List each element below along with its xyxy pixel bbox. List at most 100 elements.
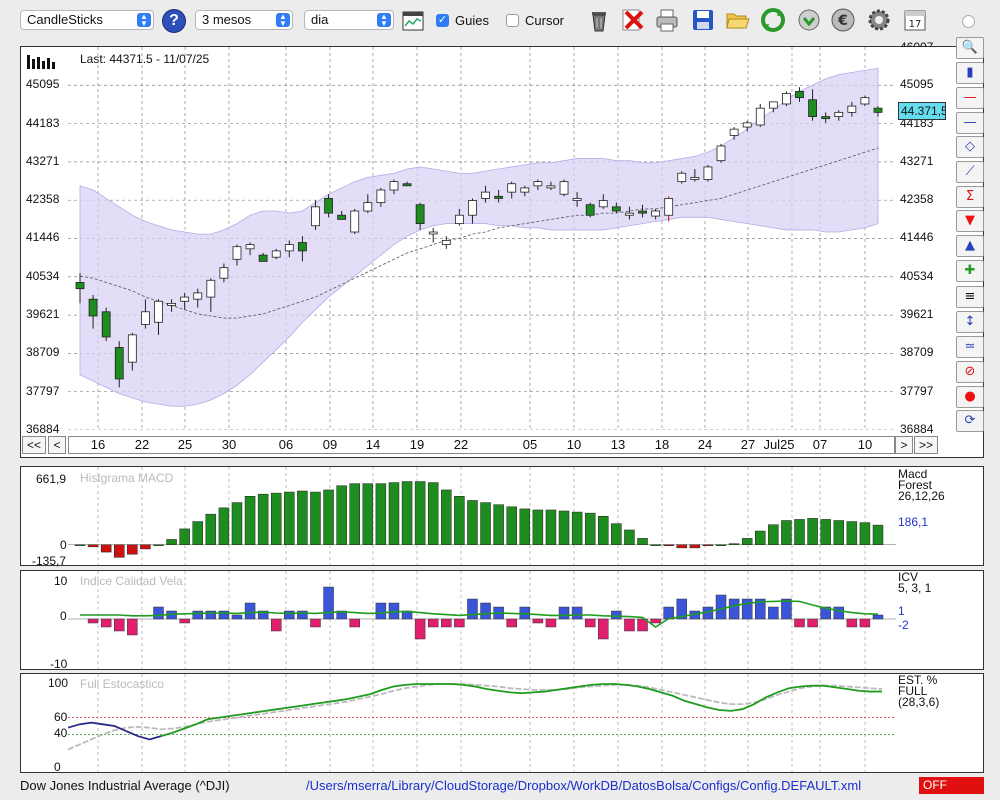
delete-x-icon[interactable]	[620, 7, 646, 33]
candle-body	[389, 181, 399, 191]
stoch-legend-sub: FULL	[898, 684, 928, 698]
candle-body	[167, 302, 176, 306]
macd-bar	[506, 506, 517, 545]
scale-percent-icon[interactable]: ↕	[956, 311, 984, 333]
stoch-y-tick: 100	[48, 676, 69, 690]
refresh-icon[interactable]	[760, 7, 786, 33]
icv-bar	[598, 618, 609, 640]
svg-text:€: €	[837, 13, 848, 29]
scale-equal-icon[interactable]: ≃	[956, 336, 984, 358]
config-path-link[interactable]: /Users/mserra/Library/CloudStorage/Dropb…	[306, 778, 862, 793]
icv-histogram[interactable]	[68, 571, 896, 669]
save-disk-icon[interactable]	[690, 7, 716, 33]
x-tick-label: Jul25	[763, 437, 795, 452]
candle-body	[795, 90, 804, 99]
candle-style-icon[interactable]: ▮	[956, 62, 984, 84]
printer-icon[interactable]	[654, 7, 680, 33]
icv-bar	[153, 606, 164, 620]
gear-icon[interactable]	[866, 7, 892, 33]
x-tick-label: 24	[697, 437, 713, 452]
icv-bar	[323, 586, 334, 620]
price-y-tick: 42358	[900, 192, 934, 207]
add-signals-icon[interactable]: ✚	[956, 260, 984, 282]
panel-radio-price[interactable]	[962, 15, 975, 28]
macd-legend-params: 26,12,26	[898, 489, 945, 503]
grid-lines-icon[interactable]: ≡	[956, 286, 984, 308]
horizontal-blue-line-icon[interactable]: —	[956, 112, 984, 134]
macd-bar	[794, 519, 805, 545]
x-tick-label: 16	[90, 437, 106, 452]
candle-body	[755, 107, 765, 126]
reload-icon[interactable]: ⟳	[956, 410, 984, 432]
stoch-legend-name: EST. %	[898, 673, 938, 687]
candle-body	[428, 231, 438, 235]
buy-arrow-icon[interactable]: ▲	[956, 235, 984, 257]
macd-bar	[140, 544, 151, 550]
nav-prev-button[interactable]: <	[48, 436, 66, 454]
macd-histogram[interactable]	[68, 467, 896, 565]
chart-type-select[interactable]: CandleSticks ▲ ▼	[20, 10, 154, 30]
candle-body	[376, 189, 386, 204]
icv-y-zero: 0	[60, 609, 67, 623]
candle-body	[101, 311, 111, 338]
icv-bar	[820, 606, 831, 620]
horizontal-red-line-icon[interactable]: —	[956, 87, 984, 109]
channel-tool-icon[interactable]: ◇	[956, 136, 984, 158]
candle-body	[193, 292, 203, 300]
macd-legend-sub: Forest	[898, 478, 933, 492]
nav-next-button[interactable]: >	[895, 436, 913, 454]
candle-body	[154, 300, 163, 323]
nav-last-button[interactable]: >>	[914, 436, 938, 454]
open-folder-icon[interactable]	[724, 7, 750, 33]
candle-body	[638, 210, 647, 214]
no-entry-icon[interactable]: ⊘	[956, 361, 984, 383]
bollinger-band	[79, 67, 879, 407]
off-badge[interactable]: OFF	[919, 777, 984, 794]
period-value: 3 mesos	[202, 12, 252, 27]
stochastic-chart[interactable]	[68, 674, 896, 772]
zoom-icon[interactable]: 🔍	[956, 37, 984, 59]
macd-bar	[820, 519, 831, 545]
macd-bar	[663, 544, 674, 547]
candle-body	[546, 185, 556, 189]
chart-window-icon[interactable]	[402, 11, 424, 31]
bars-logo-icon	[27, 55, 55, 69]
x-tick-label: 09	[322, 437, 338, 452]
candle-body	[782, 93, 791, 105]
candle-body	[598, 200, 608, 208]
record-icon[interactable]: ●	[956, 386, 984, 408]
help-button[interactable]: ?	[162, 9, 186, 33]
stoch-title: Full Estocastico	[80, 677, 165, 691]
x-tick-label: 06	[278, 437, 294, 452]
guides-label: Guies	[455, 13, 489, 28]
cursor-label: Cursor	[525, 13, 565, 28]
trendline-tool-icon[interactable]: ⟋	[956, 161, 984, 183]
candle-body	[768, 101, 778, 109]
icv-legend-params: 5, 3, 1	[898, 581, 932, 595]
icv-bar	[87, 618, 99, 624]
guides-checkbox[interactable]: ✓	[436, 14, 449, 27]
macd-bar	[231, 502, 243, 545]
sigma-tool-icon[interactable]: Σ	[956, 186, 984, 208]
candle-body	[520, 187, 530, 193]
price-chart[interactable]	[68, 47, 896, 430]
macd-bar	[689, 544, 701, 549]
candle-body	[625, 212, 634, 216]
trash-icon[interactable]	[586, 7, 612, 33]
interval-select[interactable]: dia ▲ ▼	[304, 10, 394, 30]
sync-download-icon[interactable]	[796, 7, 822, 33]
macd-bar	[611, 523, 622, 545]
candle-body	[847, 105, 857, 113]
cursor-checkbox[interactable]	[506, 14, 519, 27]
icv-bar	[205, 610, 217, 620]
calendar-icon[interactable]: 17	[902, 7, 928, 33]
icv-bar	[506, 618, 517, 628]
icv-bar	[755, 598, 766, 620]
period-select[interactable]: 3 mesos ▲ ▼	[195, 10, 293, 30]
candle-body	[324, 198, 333, 214]
nav-first-button[interactable]: <<	[22, 436, 46, 454]
price-y-tick: 42358	[26, 192, 60, 207]
icv-bar	[532, 618, 544, 624]
euro-coin-icon[interactable]: €	[830, 7, 856, 33]
sell-arrow-icon[interactable]: ▼	[956, 210, 984, 232]
